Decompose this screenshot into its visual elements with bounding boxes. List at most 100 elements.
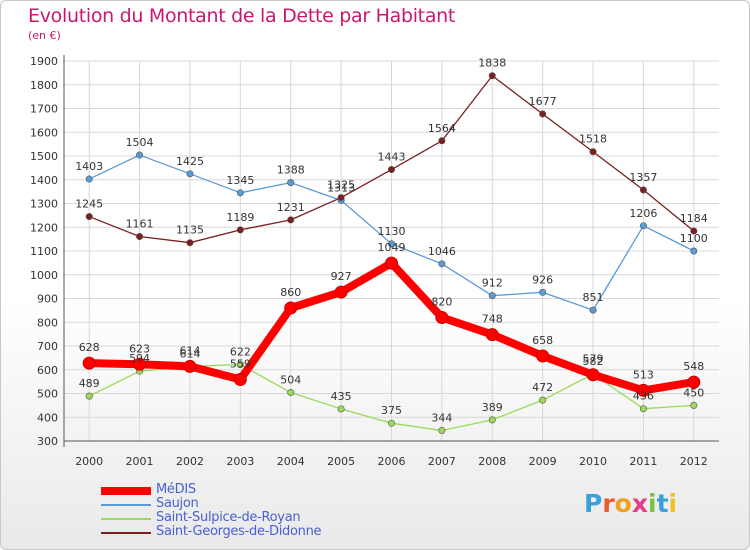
y-tick-label: 300 bbox=[37, 435, 58, 448]
x-tick-label: 2010 bbox=[579, 455, 607, 468]
data-point bbox=[183, 359, 197, 373]
y-tick-label: 1700 bbox=[30, 103, 58, 116]
data-point bbox=[539, 396, 547, 404]
legend-swatch bbox=[101, 518, 151, 520]
data-point bbox=[236, 226, 244, 234]
data-point bbox=[438, 137, 446, 145]
data-label: 1838 bbox=[478, 57, 506, 70]
data-label: 1046 bbox=[428, 245, 456, 258]
data-point bbox=[536, 349, 550, 363]
y-tick-label: 800 bbox=[37, 316, 58, 329]
data-point bbox=[136, 151, 144, 159]
x-tick-label: 2002 bbox=[176, 455, 204, 468]
x-tick-label: 2008 bbox=[478, 455, 506, 468]
data-point bbox=[287, 216, 295, 224]
data-label: 489 bbox=[79, 377, 100, 390]
data-label: 860 bbox=[280, 286, 301, 299]
data-label: 375 bbox=[381, 404, 402, 417]
data-point bbox=[589, 148, 597, 156]
data-label: 927 bbox=[331, 270, 352, 283]
data-point bbox=[236, 361, 244, 369]
data-point bbox=[186, 170, 194, 178]
legend-label: Saujon bbox=[156, 496, 199, 511]
data-point bbox=[337, 194, 345, 202]
logo-letter: i bbox=[648, 489, 657, 518]
legend-item: MéDIS bbox=[101, 482, 401, 498]
legend-item: Saint-Sulpice-de-Royan bbox=[101, 510, 401, 526]
data-point bbox=[82, 356, 96, 370]
data-point bbox=[133, 357, 147, 371]
data-label: 1189 bbox=[226, 211, 254, 224]
data-point bbox=[639, 222, 647, 230]
logo-letter: P bbox=[584, 489, 603, 518]
data-label: 1313 bbox=[327, 181, 355, 194]
legend-swatch bbox=[101, 504, 151, 506]
data-label: 548 bbox=[683, 360, 704, 373]
data-point bbox=[438, 260, 446, 268]
data-point bbox=[488, 292, 496, 300]
data-point bbox=[136, 233, 144, 241]
data-point bbox=[387, 166, 395, 174]
legend-item: Saint-Georges-de-Didonne bbox=[101, 524, 401, 540]
data-label: 1677 bbox=[529, 95, 557, 108]
y-tick-label: 1000 bbox=[30, 269, 58, 282]
data-label: 614 bbox=[179, 347, 200, 360]
y-tick-label: 1600 bbox=[30, 126, 58, 139]
logo-letter: o bbox=[614, 489, 632, 518]
y-tick-label: 700 bbox=[37, 340, 58, 353]
data-label: 1564 bbox=[428, 122, 456, 135]
data-label: 1443 bbox=[378, 151, 406, 164]
data-point bbox=[186, 239, 194, 247]
data-point bbox=[539, 110, 547, 118]
data-label: 594 bbox=[129, 352, 150, 365]
data-point bbox=[589, 306, 597, 314]
data-point bbox=[387, 240, 395, 248]
data-label: 820 bbox=[431, 296, 452, 309]
data-point bbox=[586, 368, 600, 382]
legend-swatch bbox=[101, 487, 151, 495]
x-tick-label: 2006 bbox=[378, 455, 406, 468]
data-point bbox=[636, 383, 650, 397]
data-label: 622 bbox=[230, 346, 251, 359]
data-point bbox=[85, 392, 93, 400]
data-label: 1388 bbox=[277, 164, 305, 177]
data-label: 1325 bbox=[327, 179, 355, 192]
data-point bbox=[287, 389, 295, 397]
data-point bbox=[236, 189, 244, 197]
data-label: 344 bbox=[431, 412, 452, 425]
data-label: 559 bbox=[230, 357, 251, 370]
x-tick-label: 2000 bbox=[75, 455, 103, 468]
y-tick-label: 1900 bbox=[30, 55, 58, 68]
data-point bbox=[337, 405, 345, 413]
data-label: 1425 bbox=[176, 155, 204, 168]
data-label: 1345 bbox=[226, 174, 254, 187]
data-label: 579 bbox=[583, 353, 604, 366]
x-tick-label: 2012 bbox=[680, 455, 708, 468]
data-point bbox=[488, 72, 496, 80]
x-tick-label: 2007 bbox=[428, 455, 456, 468]
data-point bbox=[690, 227, 698, 235]
data-label: 1504 bbox=[126, 136, 154, 149]
data-label: 1403 bbox=[75, 160, 103, 173]
legend-label: Saint-Georges-de-Didonne bbox=[156, 524, 322, 539]
data-label: 1231 bbox=[277, 201, 305, 214]
data-label: 389 bbox=[482, 401, 503, 414]
data-point bbox=[485, 328, 499, 342]
y-tick-label: 1200 bbox=[30, 221, 58, 234]
data-label: 582 bbox=[583, 355, 604, 368]
data-point bbox=[233, 372, 247, 386]
proxiti-logo: Proxiti bbox=[584, 489, 677, 518]
y-tick-label: 600 bbox=[37, 364, 58, 377]
data-label: 628 bbox=[79, 341, 100, 354]
data-label: 1184 bbox=[680, 212, 708, 225]
data-point bbox=[639, 186, 647, 194]
data-point bbox=[284, 301, 298, 315]
y-tick-label: 1300 bbox=[30, 198, 58, 211]
legend-label: Saint-Sulpice-de-Royan bbox=[156, 510, 301, 525]
data-label: 1206 bbox=[629, 207, 657, 220]
logo-letter: i bbox=[668, 489, 678, 518]
data-label: 472 bbox=[532, 381, 553, 394]
legend: MéDIS Saujon Saint-Sulpice-de-Royan Saint-G… bbox=[101, 482, 401, 540]
data-point bbox=[435, 311, 449, 324]
